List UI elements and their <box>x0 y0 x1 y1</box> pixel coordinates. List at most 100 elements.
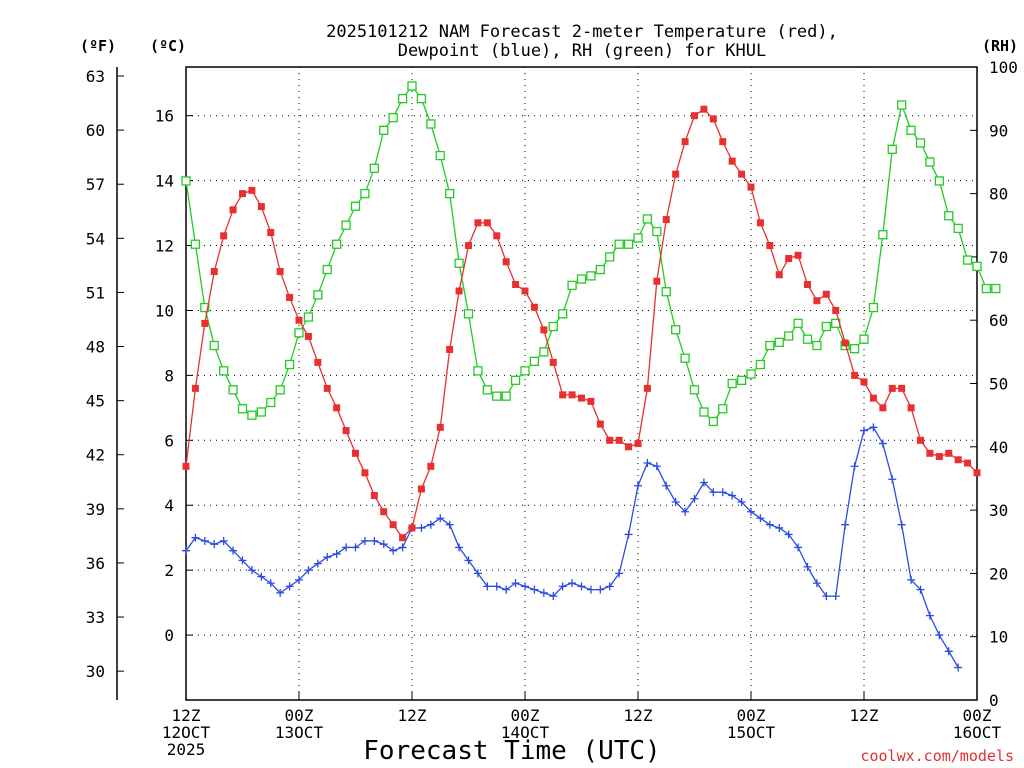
rh-point <box>614 239 624 249</box>
temperature-point <box>860 378 868 386</box>
rh-point <box>416 94 427 104</box>
dewpoint-point <box>492 582 501 591</box>
rh-point <box>755 359 766 370</box>
dewpoint-point <box>681 507 690 516</box>
temperature-point <box>851 371 859 379</box>
series-dewpoint <box>182 423 963 672</box>
temperature-point <box>804 280 811 288</box>
rh-tick-label: 100 <box>989 58 1018 77</box>
rh-point <box>915 138 926 148</box>
series-2-meter-temperature <box>182 105 981 542</box>
temperature-point <box>954 456 962 464</box>
dewpoint-point <box>464 556 473 565</box>
rh-point <box>727 378 737 389</box>
celsius-tick-label: 0 <box>164 626 174 645</box>
rh-tick-label: 70 <box>989 248 1008 267</box>
dewpoint-point <box>586 585 595 594</box>
rh-point <box>595 264 605 275</box>
rh-point <box>689 385 700 395</box>
rh-point <box>784 331 794 341</box>
temperature-point <box>625 443 633 451</box>
temperature-point <box>917 436 924 444</box>
rh-point <box>991 283 1001 294</box>
rh-point <box>558 309 568 319</box>
dewpoint-point <box>925 611 934 620</box>
rh-point <box>445 188 455 199</box>
rh-point <box>699 407 709 417</box>
temperature-point <box>352 449 359 457</box>
rh-point <box>473 366 483 376</box>
temperature-point <box>304 332 312 340</box>
temperature-point <box>465 242 472 250</box>
dewpoint-point <box>285 582 294 591</box>
temperature-point <box>653 277 661 285</box>
temperature-point <box>408 524 416 532</box>
rh-point <box>181 176 191 186</box>
celsius-tick-label: 14 <box>155 172 174 191</box>
rh-point <box>934 176 944 186</box>
temperature-point <box>832 306 840 314</box>
rh-tick-label: 90 <box>989 121 1008 140</box>
fahrenheit-tick-label: 30 <box>86 662 105 681</box>
celsius-tick-label: 8 <box>164 366 174 385</box>
temperature-point <box>785 255 793 263</box>
celsius-tick-label: 12 <box>155 237 174 256</box>
dewpoint-point <box>539 588 548 597</box>
dewpoint-point <box>502 585 511 594</box>
rh-point <box>972 261 982 272</box>
rh-tick-label: 10 <box>989 628 1008 647</box>
rh-point <box>586 271 596 281</box>
dewpoint-point <box>775 523 784 532</box>
rh-tick-label: 60 <box>989 311 1008 330</box>
rh-point <box>529 356 540 366</box>
rh-point <box>313 290 323 300</box>
rh-point <box>454 258 464 268</box>
fahrenheit-tick-label: 57 <box>86 175 105 194</box>
temperature-point <box>738 170 746 178</box>
rh-point <box>360 188 370 199</box>
dewpoint-point <box>737 497 746 506</box>
dewpoint-point <box>549 592 558 601</box>
temperature-point <box>964 459 972 467</box>
fahrenheit-tick-label: 63 <box>86 67 105 86</box>
rh-point <box>793 318 803 329</box>
dewpoint-point <box>323 553 332 562</box>
dewpoint-point <box>219 536 228 545</box>
temperature-point <box>728 157 736 165</box>
dewpoint-point <box>605 582 614 591</box>
dewpoint-point <box>558 582 567 591</box>
temperature-point <box>512 280 520 288</box>
dewpoint-point <box>784 530 793 539</box>
rh-point <box>925 157 935 167</box>
temperature-point <box>549 358 557 366</box>
dewpoint-point <box>247 566 256 575</box>
rh-tick-label: 0 <box>989 691 999 710</box>
series-line <box>185 84 996 423</box>
temperature-point <box>813 297 821 305</box>
time-tick-label: 14OCT <box>501 723 550 742</box>
rh-point <box>388 112 398 123</box>
temperature-point <box>681 138 689 146</box>
time-tick-label: 00Z <box>511 706 540 725</box>
dewpoint-point <box>831 592 840 601</box>
temperature-point <box>907 404 915 412</box>
temperature-point <box>822 290 830 298</box>
dewpoint-point <box>907 575 916 584</box>
rh-point <box>237 404 248 414</box>
dewpoint-point <box>182 546 190 555</box>
rh-point <box>605 252 615 262</box>
temperature-point <box>973 469 981 477</box>
dewpoint-point <box>624 530 633 539</box>
dewpoint-point <box>257 572 266 581</box>
rh-point <box>275 385 285 395</box>
dewpoint-point <box>615 569 624 578</box>
dewpoint-point <box>426 520 435 529</box>
dewpoint-point <box>822 592 831 601</box>
temperature-point <box>370 491 378 499</box>
dewpoint-point <box>455 543 464 552</box>
celsius-tick-label: 16 <box>155 107 174 126</box>
dewpoint-point <box>370 536 379 545</box>
rh-point <box>407 81 417 91</box>
temperature-point <box>578 394 585 402</box>
